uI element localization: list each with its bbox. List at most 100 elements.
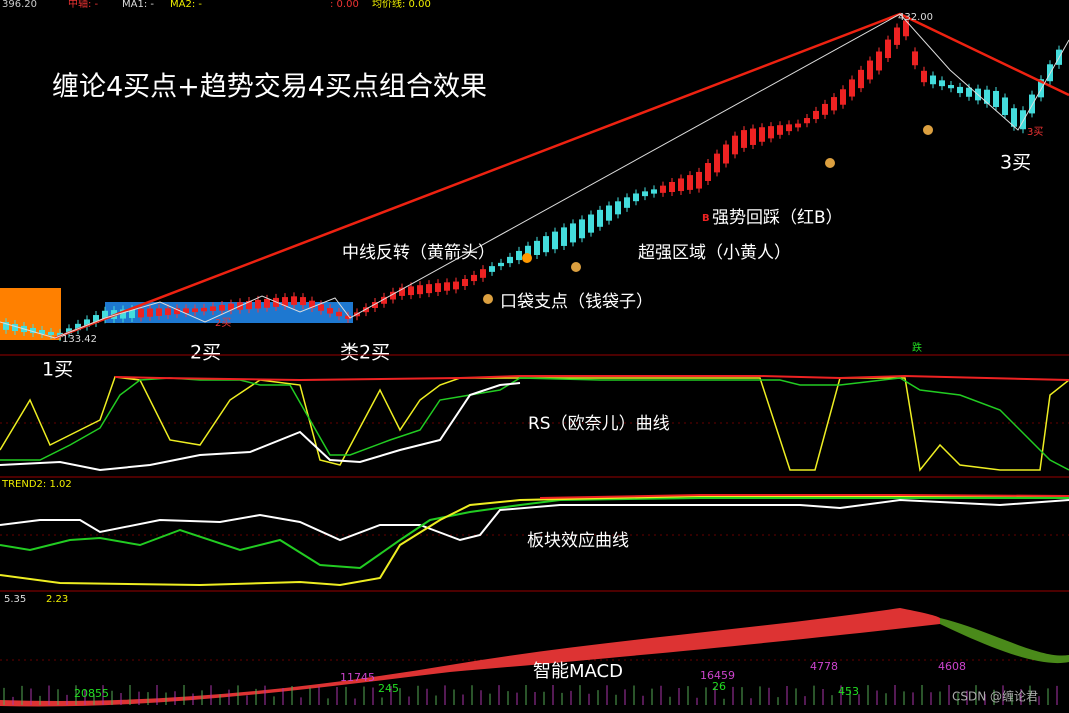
- macd-label: 4778: [810, 660, 838, 673]
- candle-body: [390, 291, 396, 300]
- macd-label: 26: [712, 680, 726, 693]
- candle-body: [462, 278, 468, 287]
- candles: [3, 16, 1062, 342]
- candle-body: [939, 80, 945, 87]
- candle-body: [561, 227, 567, 246]
- candle-body: [327, 308, 333, 314]
- candle-body: [3, 322, 9, 330]
- candle-body: [615, 201, 621, 215]
- candle-body: [687, 175, 693, 190]
- panel-label: 智能MACD: [533, 661, 623, 682]
- candle-body: [660, 185, 666, 193]
- macd-green-band: [940, 618, 1069, 664]
- panel-label: 板块效应曲线: [527, 531, 629, 551]
- macd-label: 245: [378, 682, 399, 695]
- candle-body: [156, 308, 162, 316]
- candle-body: [165, 308, 171, 316]
- moneybag-icon: [825, 158, 835, 168]
- candle-body: [516, 250, 522, 261]
- candle-body: [1020, 110, 1026, 130]
- candle-body: [408, 286, 414, 296]
- candle-body: [1038, 79, 1044, 98]
- candle-body: [984, 89, 990, 104]
- moneybag-icon: [571, 262, 581, 272]
- candle-body: [1002, 97, 1008, 116]
- candle-body: [129, 309, 135, 319]
- candle-body: [930, 75, 936, 85]
- rs-white-line: [0, 382, 521, 472]
- panel-header: TREND2: 1.02: [1, 479, 72, 490]
- candle-body: [912, 51, 918, 66]
- sector-white-line: [0, 498, 1069, 542]
- buy-point-label: 类2买: [340, 342, 390, 364]
- candle-body: [786, 124, 792, 132]
- header-price: 396.20: [2, 0, 37, 10]
- candle-body: [12, 323, 18, 332]
- header-change: : 0.00: [330, 0, 359, 10]
- header-avg: 均价线: 0.00: [372, 0, 431, 10]
- annotation: 强势回踩（红B）: [712, 208, 843, 228]
- buy-point-label: 3买: [1000, 152, 1031, 174]
- candle-body: [435, 283, 441, 292]
- moneybag-icon: [483, 294, 493, 304]
- annotation: 中线反转（黄箭头）: [342, 243, 495, 263]
- candle-body: [84, 319, 90, 327]
- candle-body: [750, 128, 756, 145]
- candle-body: [246, 301, 252, 310]
- candle-body: [120, 309, 126, 319]
- panel-header: 2.23: [46, 594, 68, 605]
- candle-body: [309, 300, 315, 308]
- candle-body: [768, 126, 774, 139]
- candle-body: [336, 311, 342, 317]
- macd-label: 16459: [700, 669, 735, 682]
- zigzag-line: [0, 13, 1069, 339]
- candle-body: [426, 284, 432, 294]
- candle-body: [228, 303, 234, 311]
- candle-body: [345, 315, 351, 319]
- candle-body: [192, 308, 198, 313]
- consolidation-box: [105, 302, 353, 323]
- candle-body: [1011, 108, 1017, 127]
- candle-body: [597, 209, 603, 227]
- candle-body: [93, 315, 99, 323]
- title: 缠论4买点+趋势交易4买点组合效果: [52, 72, 487, 103]
- candle-body: [534, 240, 540, 255]
- candle-body: [849, 79, 855, 97]
- macd-label: 453: [838, 685, 859, 698]
- candle-body: [723, 144, 729, 164]
- small-label: 跌: [912, 341, 922, 354]
- watermark: CSDN @缠论君: [952, 689, 1038, 704]
- candle-body: [606, 205, 612, 221]
- candle-body: [831, 97, 837, 111]
- candle-body: [732, 135, 738, 155]
- rs-red-line: [114, 374, 1069, 382]
- candle-body: [840, 89, 846, 105]
- candle-body: [579, 219, 585, 239]
- candle-body: [66, 328, 72, 334]
- panel-label: RS（欧奈儿）曲线: [528, 414, 670, 434]
- candle-body: [372, 302, 378, 308]
- candle-body: [570, 223, 576, 243]
- candle-body: [822, 103, 828, 115]
- candle-body: [624, 197, 630, 208]
- buy-point-label: 2买: [190, 342, 221, 364]
- candle-body: [75, 323, 81, 331]
- candle-body: [858, 69, 864, 89]
- header-axis: 中轴: -: [68, 0, 99, 10]
- sector-red-line: [539, 494, 1069, 499]
- candle-body: [219, 304, 225, 311]
- annotation: 超强区域（小黄人）: [638, 243, 791, 263]
- small-label: 3买: [1027, 126, 1043, 138]
- candle-body: [903, 20, 909, 37]
- candle-body: [669, 181, 675, 193]
- candle-body: [444, 282, 450, 291]
- candle-body: [147, 308, 153, 317]
- candle-body: [741, 130, 747, 148]
- candle-body: [201, 307, 207, 312]
- candle-body: [993, 90, 999, 108]
- candle-body: [543, 236, 549, 253]
- candle-body: [480, 269, 486, 278]
- candle-body: [282, 297, 288, 306]
- volume-bars: [3, 685, 1058, 705]
- b-icon: B: [702, 213, 710, 224]
